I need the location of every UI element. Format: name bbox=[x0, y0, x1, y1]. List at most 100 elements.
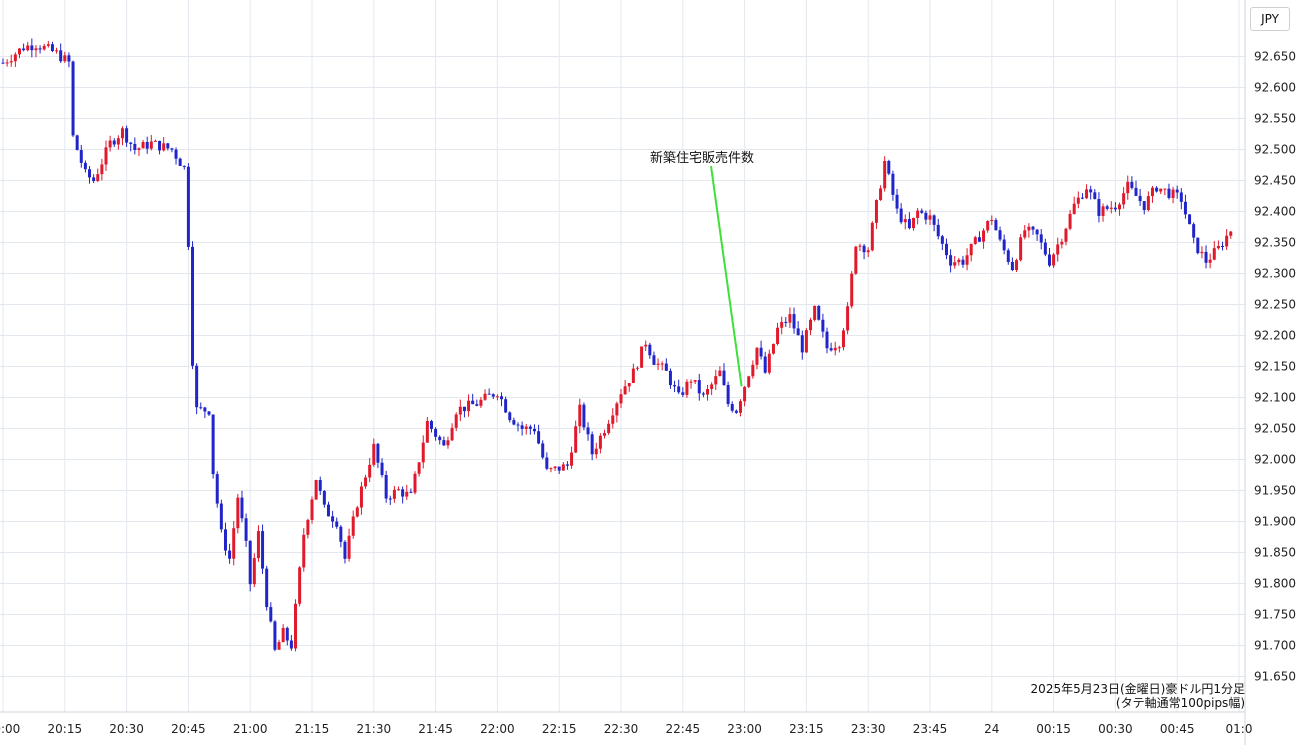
candle bbox=[619, 388, 623, 409]
candle-body bbox=[726, 384, 730, 405]
candle bbox=[763, 351, 767, 374]
candle bbox=[1150, 185, 1154, 203]
candle bbox=[372, 438, 376, 467]
candle bbox=[1031, 225, 1035, 235]
candle-body bbox=[734, 410, 738, 413]
y-tick-label: 92.150 bbox=[1254, 360, 1296, 374]
candle bbox=[364, 474, 368, 489]
candle-body bbox=[322, 490, 326, 505]
candle-body bbox=[829, 348, 833, 351]
annotation-label: 新築住宅販売件数 bbox=[650, 151, 755, 166]
candle-body bbox=[207, 411, 211, 415]
candle bbox=[38, 45, 42, 54]
candle-body bbox=[681, 392, 685, 395]
candle-body bbox=[442, 440, 446, 446]
candle bbox=[586, 422, 590, 441]
candle bbox=[380, 458, 384, 478]
candle-body bbox=[483, 393, 487, 400]
candle bbox=[644, 340, 648, 352]
candle-body bbox=[458, 406, 462, 415]
candle bbox=[899, 203, 903, 225]
time-axis: 20:00 20:15 20:30 20:45 21:00 21:15 21:30 21:45… bbox=[0, 711, 1252, 736]
candle bbox=[471, 393, 475, 405]
candle bbox=[986, 220, 990, 233]
grid-lines bbox=[0, 0, 1245, 712]
candle-body bbox=[261, 531, 265, 569]
candle-body bbox=[1015, 260, 1019, 271]
candle-body bbox=[973, 237, 977, 244]
candle bbox=[813, 305, 817, 322]
candle bbox=[306, 518, 310, 539]
candle bbox=[854, 245, 858, 275]
x-tick-label: 20:30 bbox=[109, 722, 144, 736]
candle-body bbox=[281, 627, 285, 643]
x-tick-label: 22:15 bbox=[542, 722, 577, 736]
y-tick-label: 92.200 bbox=[1254, 329, 1296, 343]
candle bbox=[957, 257, 961, 266]
candle-body bbox=[125, 128, 129, 143]
candle bbox=[829, 342, 833, 352]
candle bbox=[1060, 238, 1064, 249]
currency-badge[interactable]: JPY bbox=[1250, 7, 1290, 31]
candle-body bbox=[603, 433, 607, 436]
candle bbox=[726, 381, 730, 407]
candle-body bbox=[1060, 241, 1064, 245]
chart-caption-subtitle: (タテ軸通常100pips幅) bbox=[1115, 696, 1245, 710]
x-tick-label: 23:30 bbox=[851, 722, 886, 736]
candle bbox=[240, 490, 244, 523]
candle-body bbox=[199, 407, 203, 409]
candle-body bbox=[1052, 254, 1056, 266]
candle-body bbox=[788, 314, 792, 323]
candle-body bbox=[1196, 237, 1200, 254]
candle-body bbox=[116, 138, 120, 145]
candle bbox=[1146, 191, 1150, 212]
candle bbox=[421, 435, 425, 469]
candle-body bbox=[916, 210, 920, 218]
candle bbox=[1216, 240, 1220, 250]
candle bbox=[574, 420, 578, 454]
candle bbox=[817, 305, 821, 321]
candle-body bbox=[656, 363, 660, 365]
candle bbox=[722, 363, 726, 386]
candle bbox=[55, 47, 59, 54]
candle-body bbox=[660, 363, 664, 365]
candle-body bbox=[821, 319, 825, 332]
candle bbox=[553, 466, 557, 472]
candle-body bbox=[1019, 237, 1023, 261]
candle-body bbox=[30, 45, 34, 51]
candle-body bbox=[504, 399, 508, 413]
candle bbox=[63, 51, 67, 63]
candle-body bbox=[706, 389, 710, 395]
candle-body bbox=[158, 140, 162, 151]
candle bbox=[1200, 246, 1204, 259]
candle bbox=[326, 501, 330, 517]
candle bbox=[907, 212, 911, 230]
candle-body bbox=[178, 158, 182, 166]
candle bbox=[862, 244, 866, 260]
candle-body bbox=[351, 516, 355, 536]
candle bbox=[1167, 183, 1171, 200]
candle-body bbox=[1188, 214, 1192, 225]
candle-body bbox=[17, 48, 21, 55]
candle bbox=[759, 340, 763, 360]
candle bbox=[166, 142, 170, 151]
candle bbox=[442, 436, 446, 446]
candle-body bbox=[627, 382, 631, 387]
candle bbox=[549, 467, 553, 473]
candle-body bbox=[940, 236, 944, 244]
candle bbox=[186, 163, 190, 250]
candle-body bbox=[607, 423, 611, 434]
candle bbox=[22, 43, 26, 52]
candle bbox=[990, 215, 994, 226]
candle bbox=[874, 199, 878, 229]
y-tick-label: 92.100 bbox=[1254, 391, 1296, 405]
candle bbox=[1155, 186, 1159, 193]
candle-body bbox=[83, 162, 87, 170]
candle-body bbox=[982, 230, 986, 242]
candle-body bbox=[112, 140, 116, 145]
candle bbox=[182, 165, 186, 170]
candle-body bbox=[813, 306, 817, 320]
candle-body bbox=[467, 400, 471, 412]
candle-body bbox=[738, 401, 742, 413]
x-tick-label: 21:00 bbox=[233, 722, 268, 736]
